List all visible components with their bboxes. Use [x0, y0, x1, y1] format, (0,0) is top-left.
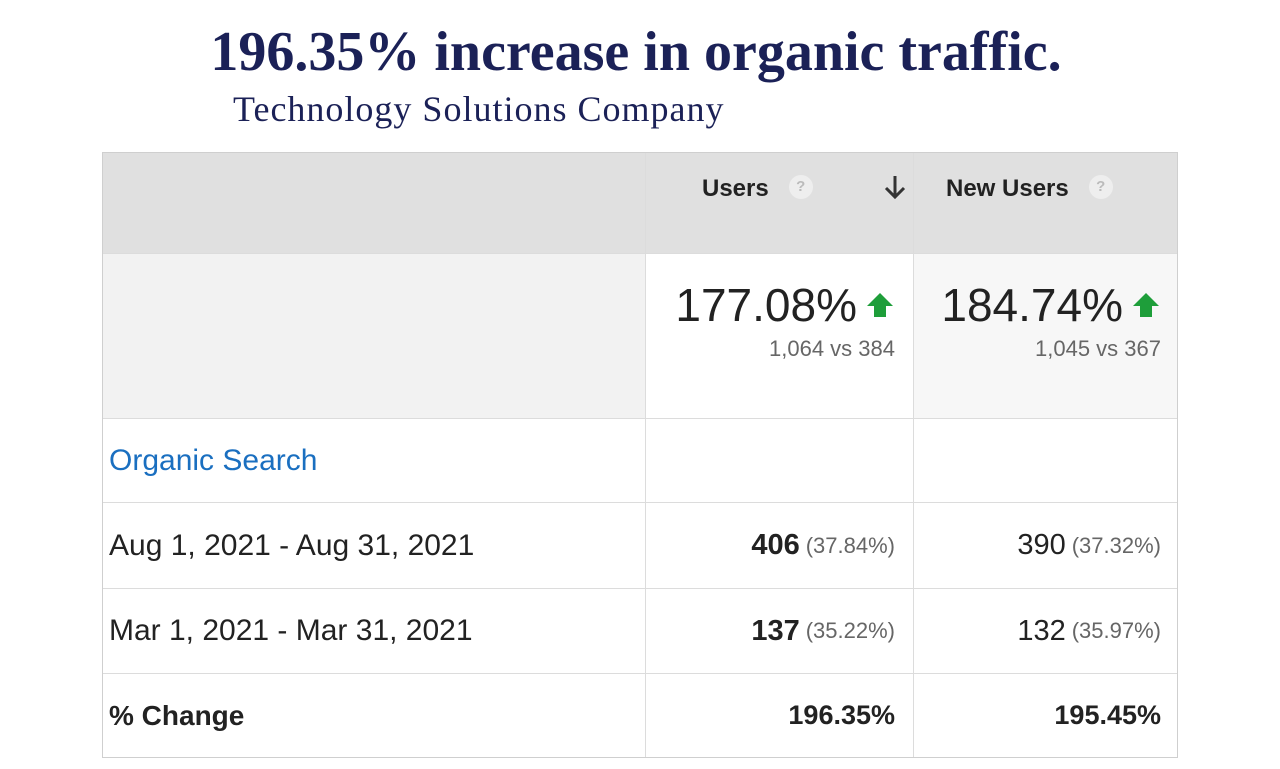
header-cell: [103, 153, 646, 253]
cell: 132 (35.97%): [914, 589, 1177, 673]
help-icon[interactable]: ?: [1088, 175, 1113, 199]
group-cell: Organic Search: [103, 419, 646, 502]
summary-cell: [103, 254, 646, 418]
summary-cell: 177.08% 1,064 vs 384: [646, 254, 914, 418]
header-cell: New Users?: [914, 153, 1177, 253]
value: 137: [751, 614, 800, 647]
change: 184.74%: [941, 279, 1123, 331]
cell: [646, 419, 914, 502]
cell: [914, 419, 1177, 502]
header-row: Users? New Users?: [103, 153, 1177, 254]
share: (37.84%): [805, 532, 895, 558]
help-icon[interactable]: ?: [788, 175, 813, 199]
row-label: % Change: [109, 699, 245, 731]
cell: 137 (35.22%): [646, 589, 914, 673]
title: 196.35% increase in organic traffic.: [210, 21, 1062, 83]
up-arrow: [867, 293, 893, 317]
comparison: 1,045 vs 367: [1035, 336, 1161, 361]
share: (35.97%): [1071, 618, 1161, 643]
report-table: Users? New Users? 177.08% 1,064 vs 384 1…: [102, 152, 1178, 758]
subtitle: Technology Solutions Company: [233, 89, 725, 129]
value: 195.45%: [1054, 700, 1161, 730]
header-cell: Users?: [646, 153, 914, 253]
row-label: Aug 1, 2021 - Aug 31, 2021: [109, 528, 475, 562]
summary: 177.08% 1,064 vs 384: [675, 278, 895, 362]
cell: 406 (37.84%): [646, 503, 914, 588]
group-row: Organic Search: [103, 419, 1177, 503]
summary-cell: 184.74% 1,045 vs 367: [914, 254, 1177, 418]
data-row: Aug 1, 2021 - Aug 31, 2021 406 (37.84%) 3…: [103, 503, 1177, 589]
row-label-cell: Mar 1, 2021 - Mar 31, 2021: [103, 589, 646, 673]
sort-arrow[interactable]: [883, 173, 907, 201]
column-header[interactable]: Users: [702, 175, 769, 202]
comparison: 1,064 vs 384: [769, 336, 895, 361]
row-label-cell: % Change: [103, 674, 646, 757]
row-label: Mar 1, 2021 - Mar 31, 2021: [109, 614, 473, 647]
value: 132: [1017, 614, 1066, 647]
cell: 390 (37.32%): [914, 503, 1177, 588]
summary: 184.74% 1,045 vs 367: [941, 278, 1161, 362]
up-arrow: [1133, 293, 1159, 317]
data-row: Mar 1, 2021 - Mar 31, 2021 137 (35.22%) 1…: [103, 589, 1177, 674]
value: 390: [1017, 529, 1066, 561]
summary-row: 177.08% 1,064 vs 384 184.74% 1,045 vs 36…: [103, 254, 1177, 419]
cell: 196.35%: [646, 674, 914, 757]
cell: 195.45%: [914, 674, 1177, 757]
total-row: % Change 196.35% 195.45%: [103, 674, 1177, 757]
column-header[interactable]: New Users: [946, 175, 1069, 202]
share: (35.22%): [805, 618, 895, 643]
group-link[interactable]: Organic Search: [109, 443, 318, 477]
value: 196.35%: [788, 700, 895, 730]
row-label-cell: Aug 1, 2021 - Aug 31, 2021: [103, 503, 646, 588]
change: 177.08%: [675, 279, 857, 331]
value: 406: [751, 529, 800, 561]
share: (37.32%): [1071, 532, 1161, 558]
